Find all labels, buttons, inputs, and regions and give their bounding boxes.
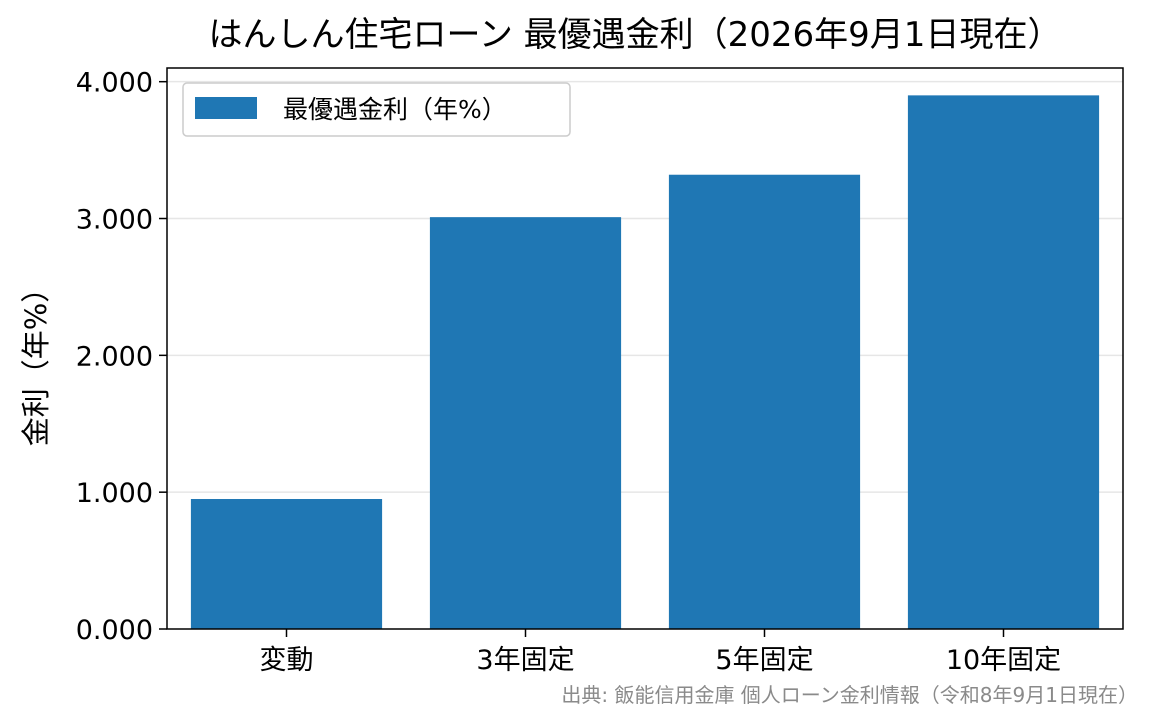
source-note: 出典: 飯能信用金庫 個人ローン金利情報（令和8年9月1日現在） [561, 683, 1138, 707]
x-tick-label: 5年固定 [715, 645, 813, 676]
y-tick-label: 4.000 [76, 68, 153, 99]
x-tick-label: 3年固定 [476, 645, 574, 676]
plot-frame [166, 67, 1124, 630]
y-tick-label: 0.000 [76, 615, 153, 646]
y-axis-ticks: 0.000 1.000 2.000 3.000 4.000 [76, 68, 167, 646]
bar [907, 95, 1100, 630]
x-axis-ticks: 変動 3年固定 5年固定 10年固定 [260, 629, 1061, 676]
bar-series [190, 95, 1100, 630]
bar [429, 217, 622, 629]
y-axis-label: 金利（年%） [19, 274, 53, 447]
legend-label: 最優遇金利（年%） [283, 95, 507, 124]
chart-title: はんしん住宅ローン 最優遇金利（2026年9月1日現在） [209, 15, 1062, 55]
legend-swatch [195, 97, 257, 119]
y-tick-label: 2.000 [76, 341, 153, 372]
bar [190, 499, 383, 629]
bar [668, 174, 861, 630]
y-tick-label: 1.000 [76, 478, 153, 509]
legend: 最優遇金利（年%） [182, 82, 571, 137]
x-tick-label: 10年固定 [946, 645, 1061, 676]
legend-box [182, 82, 571, 137]
x-tick-label: 変動 [260, 645, 314, 676]
y-tick-label: 3.000 [76, 205, 153, 236]
